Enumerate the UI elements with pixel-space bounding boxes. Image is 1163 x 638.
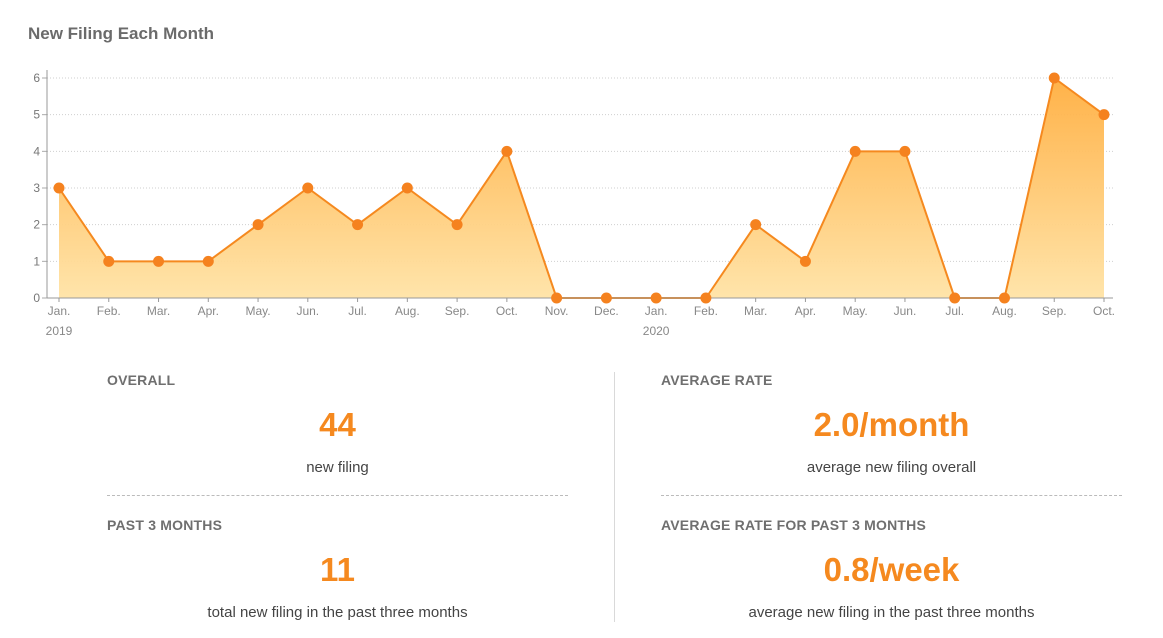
y-tick-label: 2 — [33, 218, 40, 232]
data-point — [1048, 72, 1060, 84]
x-tick-label: Mar. — [744, 304, 767, 318]
stat-past-3-months-caption: total new filing in the past three month… — [207, 604, 468, 621]
stat-overall-value: 44 — [319, 406, 356, 443]
data-point — [700, 292, 712, 304]
x-tick-label: Jan. — [48, 304, 71, 318]
stat-overall: OVERALL 44 new filing — [107, 372, 568, 492]
x-tick-label: Aug. — [395, 304, 420, 318]
area-chart: 0 1 2 3 4 5 6 Jan. Feb. Mar. Apr. May. Jun. Jul. Aug. S… — [33, 70, 1115, 338]
stat-average-rate-past-3-months-value: 0.8/week — [823, 551, 960, 588]
stat-average-rate: AVERAGE RATE 2.0/month average new filin… — [661, 372, 1122, 492]
data-point — [202, 255, 214, 267]
x-tick-label: Jul. — [945, 304, 964, 318]
x-tick-label: Feb. — [694, 304, 718, 318]
stat-past-3-months-value: 11 — [320, 551, 355, 588]
data-point — [252, 219, 264, 231]
y-tick-label: 0 — [33, 291, 40, 305]
stat-average-rate-caption: average new filing overall — [806, 459, 977, 476]
x-tick-label: Sep. — [1042, 304, 1067, 318]
x-tick-label: Feb. — [97, 304, 121, 318]
stats-divider-right — [661, 495, 1122, 496]
chart-title: New Filing Each Month — [28, 24, 215, 43]
data-point — [799, 255, 811, 267]
data-point — [103, 255, 115, 267]
stat-average-rate-heading: AVERAGE RATE — [661, 372, 773, 388]
x-tick-label: Mar. — [147, 304, 170, 318]
x-tick-label: Jul. — [348, 304, 367, 318]
y-tick-label: 4 — [33, 144, 40, 158]
x-tick-label: Apr. — [795, 304, 816, 318]
data-point — [302, 182, 314, 194]
data-point — [153, 255, 165, 267]
data-point — [750, 219, 762, 231]
y-tick-label: 5 — [33, 108, 40, 122]
x-tick-label: Dec. — [594, 304, 619, 318]
stats-vertical-divider — [614, 372, 615, 622]
stat-past-3-months-heading: PAST 3 MONTHS — [107, 517, 223, 533]
stat-average-rate-past-3-months-heading: AVERAGE RATE FOR PAST 3 MONTHS — [661, 517, 927, 533]
data-point — [1098, 109, 1110, 121]
data-point — [551, 292, 563, 304]
data-point — [849, 145, 861, 157]
data-point — [53, 182, 65, 194]
data-point — [451, 219, 463, 231]
y-tick-label: 6 — [33, 71, 40, 85]
stat-overall-heading: OVERALL — [107, 372, 176, 388]
data-point — [600, 292, 612, 304]
x-tick-label: Aug. — [992, 304, 1017, 318]
x-tick-label: Jun. — [296, 304, 319, 318]
x-tick-label: Nov. — [545, 304, 569, 318]
series-area-fill — [59, 78, 1104, 298]
x-tick-label: Apr. — [198, 304, 219, 318]
stat-average-rate-past-3-months: AVERAGE RATE FOR PAST 3 MONTHS 0.8/week … — [661, 517, 1122, 627]
x-tick-label: Jun. — [894, 304, 917, 318]
stat-overall-caption: new filing — [306, 459, 369, 476]
data-point — [501, 145, 513, 157]
data-point — [650, 292, 662, 304]
stat-average-rate-value: 2.0/month — [813, 406, 970, 443]
y-tick-label: 1 — [33, 254, 40, 268]
x-tick-label: Oct. — [496, 304, 518, 318]
x-tick-label: Sep. — [445, 304, 470, 318]
x-year-label: 2020 — [643, 324, 670, 338]
data-point — [899, 145, 911, 157]
data-point — [352, 219, 364, 231]
data-point — [401, 182, 413, 194]
stat-average-rate-past-3-months-caption: average new filing in the past three mon… — [748, 604, 1035, 621]
x-tick-label: May. — [843, 304, 868, 318]
x-tick-label: Jan. — [645, 304, 668, 318]
x-tick-label: Oct. — [1093, 304, 1115, 318]
x-year-label: 2019 — [46, 324, 73, 338]
stat-past-3-months: PAST 3 MONTHS 11 total new filing in the… — [107, 517, 568, 627]
y-tick-label: 3 — [33, 181, 40, 195]
x-tick-label: May. — [245, 304, 270, 318]
data-point — [949, 292, 961, 304]
data-point — [998, 292, 1010, 304]
stats-divider-left — [107, 495, 568, 496]
